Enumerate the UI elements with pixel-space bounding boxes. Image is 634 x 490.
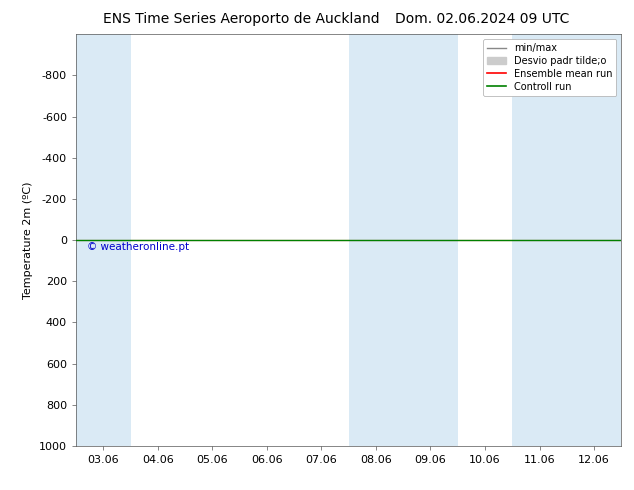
Y-axis label: Temperature 2m (ºC): Temperature 2m (ºC) bbox=[23, 181, 34, 299]
Bar bbox=[512, 34, 567, 446]
Text: © weatheronline.pt: © weatheronline.pt bbox=[87, 242, 189, 252]
Bar bbox=[76, 34, 131, 446]
Bar bbox=[567, 34, 621, 446]
Text: Dom. 02.06.2024 09 UTC: Dom. 02.06.2024 09 UTC bbox=[394, 12, 569, 26]
Text: ENS Time Series Aeroporto de Auckland: ENS Time Series Aeroporto de Auckland bbox=[103, 12, 379, 26]
Bar bbox=[403, 34, 458, 446]
Legend: min/max, Desvio padr tilde;o, Ensemble mean run, Controll run: min/max, Desvio padr tilde;o, Ensemble m… bbox=[483, 39, 616, 96]
Bar bbox=[349, 34, 403, 446]
